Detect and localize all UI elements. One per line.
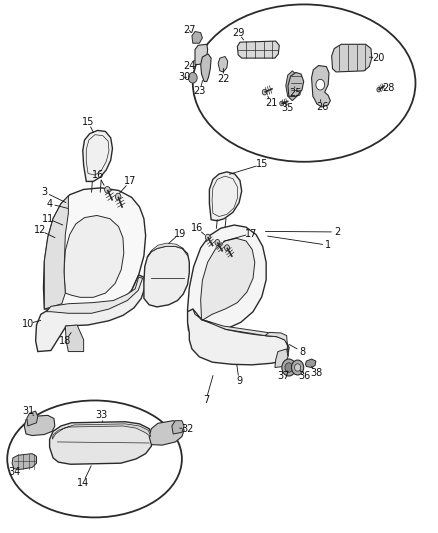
Polygon shape bbox=[201, 54, 211, 82]
Polygon shape bbox=[27, 411, 38, 426]
Circle shape bbox=[282, 359, 296, 376]
Polygon shape bbox=[265, 333, 289, 356]
Polygon shape bbox=[49, 422, 152, 464]
Polygon shape bbox=[44, 196, 68, 309]
Text: 15: 15 bbox=[256, 159, 268, 169]
Polygon shape bbox=[187, 309, 289, 365]
Text: 8: 8 bbox=[299, 346, 305, 357]
Circle shape bbox=[105, 187, 110, 193]
Text: 16: 16 bbox=[92, 170, 105, 180]
Polygon shape bbox=[172, 421, 184, 434]
Polygon shape bbox=[237, 41, 279, 58]
Text: 36: 36 bbox=[298, 371, 311, 381]
Polygon shape bbox=[65, 325, 84, 352]
Circle shape bbox=[262, 90, 267, 95]
Circle shape bbox=[280, 101, 283, 106]
Text: 16: 16 bbox=[191, 223, 203, 233]
Circle shape bbox=[294, 364, 300, 371]
Circle shape bbox=[205, 234, 210, 240]
Polygon shape bbox=[311, 66, 330, 107]
Polygon shape bbox=[64, 215, 124, 297]
Text: 37: 37 bbox=[277, 371, 290, 381]
Polygon shape bbox=[305, 359, 316, 368]
Polygon shape bbox=[24, 415, 55, 435]
Polygon shape bbox=[149, 421, 184, 445]
Circle shape bbox=[291, 360, 304, 375]
Text: 30: 30 bbox=[178, 72, 190, 82]
Text: 31: 31 bbox=[22, 406, 35, 416]
Polygon shape bbox=[218, 56, 228, 72]
Polygon shape bbox=[286, 71, 299, 101]
Polygon shape bbox=[35, 275, 145, 352]
Circle shape bbox=[188, 72, 197, 83]
Circle shape bbox=[285, 363, 293, 372]
Text: 14: 14 bbox=[77, 479, 89, 488]
Polygon shape bbox=[148, 243, 187, 257]
Text: 34: 34 bbox=[9, 467, 21, 477]
Text: 17: 17 bbox=[124, 176, 136, 187]
Text: 1: 1 bbox=[325, 240, 331, 250]
Polygon shape bbox=[46, 277, 143, 313]
Polygon shape bbox=[201, 238, 255, 320]
Text: 21: 21 bbox=[265, 98, 278, 108]
Polygon shape bbox=[209, 172, 242, 221]
Text: 2: 2 bbox=[334, 227, 340, 237]
Text: 7: 7 bbox=[203, 395, 209, 406]
Text: 26: 26 bbox=[316, 102, 328, 112]
Circle shape bbox=[377, 87, 381, 92]
Circle shape bbox=[215, 239, 220, 245]
Circle shape bbox=[316, 79, 325, 90]
Text: 4: 4 bbox=[46, 199, 53, 209]
Text: 28: 28 bbox=[382, 83, 395, 93]
Text: 19: 19 bbox=[173, 229, 186, 239]
Polygon shape bbox=[332, 44, 372, 72]
Text: 18: 18 bbox=[59, 336, 71, 346]
Polygon shape bbox=[192, 31, 202, 43]
Circle shape bbox=[115, 193, 121, 200]
Text: 35: 35 bbox=[281, 103, 293, 113]
Polygon shape bbox=[275, 349, 288, 368]
Polygon shape bbox=[12, 454, 36, 470]
Text: 17: 17 bbox=[245, 229, 258, 239]
Text: 33: 33 bbox=[95, 410, 107, 421]
Polygon shape bbox=[187, 225, 266, 332]
Text: 32: 32 bbox=[181, 424, 194, 434]
Polygon shape bbox=[43, 188, 146, 311]
Text: 22: 22 bbox=[217, 74, 230, 84]
Text: 3: 3 bbox=[41, 187, 47, 197]
Text: 23: 23 bbox=[194, 86, 206, 96]
Text: 27: 27 bbox=[183, 26, 195, 36]
Polygon shape bbox=[288, 72, 304, 96]
Text: 25: 25 bbox=[290, 88, 302, 98]
Polygon shape bbox=[52, 424, 151, 439]
Polygon shape bbox=[83, 131, 113, 181]
Text: 24: 24 bbox=[183, 61, 195, 70]
Polygon shape bbox=[144, 246, 189, 307]
Text: 11: 11 bbox=[42, 214, 54, 224]
Text: 29: 29 bbox=[232, 28, 244, 38]
Polygon shape bbox=[195, 44, 208, 64]
Text: 10: 10 bbox=[21, 319, 34, 329]
Text: 12: 12 bbox=[34, 225, 46, 236]
Circle shape bbox=[225, 245, 230, 251]
Text: 15: 15 bbox=[82, 117, 94, 127]
Text: 20: 20 bbox=[372, 53, 385, 62]
Text: 38: 38 bbox=[311, 368, 323, 378]
Text: 9: 9 bbox=[236, 376, 242, 386]
Polygon shape bbox=[193, 309, 285, 340]
